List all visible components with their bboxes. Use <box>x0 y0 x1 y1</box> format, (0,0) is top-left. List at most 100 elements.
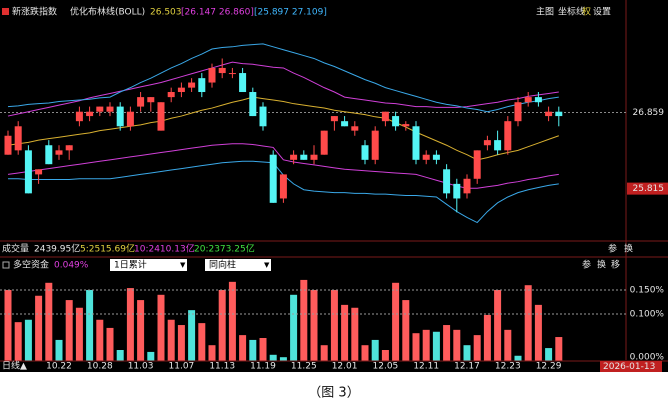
x-axis-row <box>0 361 668 372</box>
candle-body <box>330 116 338 122</box>
bar <box>371 339 379 362</box>
candle-body <box>463 178 471 194</box>
bar <box>24 319 32 362</box>
candle-body <box>14 126 22 151</box>
dropdown[interactable] <box>205 259 271 271</box>
bar <box>126 288 134 362</box>
x-axis: 10.22 10.28 11.03 11.07 11.13 11.19 11.25 12.01… <box>46 362 562 372</box>
move-button[interactable]: 移 <box>611 259 620 271</box>
current-date: 2026-01-13 <box>603 362 655 372</box>
switch-button[interactable]: 换 <box>597 259 606 271</box>
candle-body <box>371 130 379 160</box>
x-tick-label: 12.05 <box>373 362 399 372</box>
index-name: 新涨跌指数 <box>12 6 57 18</box>
plot: 26.859 25.815 0.150% 0.100% 0.000% <box>0 43 668 363</box>
volume-ma5: 5:2515.69亿 <box>80 243 135 255</box>
bar <box>239 335 247 362</box>
bar <box>86 290 94 362</box>
candle-body <box>208 67 216 83</box>
candle-body <box>239 73 247 93</box>
bar <box>422 329 430 362</box>
candle-body <box>473 150 481 179</box>
bar <box>341 304 349 362</box>
candle-body <box>96 106 104 112</box>
volume-total: 2439.95亿 <box>34 243 80 255</box>
bar <box>259 338 267 362</box>
bar <box>116 350 124 362</box>
candle-body <box>55 150 63 155</box>
coord-line-button[interactable]: 坐标线 <box>558 6 585 18</box>
bar <box>443 325 451 362</box>
bar <box>545 348 553 362</box>
bar <box>290 294 298 362</box>
candle-body <box>555 111 563 117</box>
bar <box>137 300 145 362</box>
candle-body <box>269 154 277 203</box>
bar <box>494 290 502 362</box>
candle-body <box>504 121 512 151</box>
bar <box>361 345 369 362</box>
candle-body <box>381 111 389 122</box>
candle-body <box>249 92 257 117</box>
param-button[interactable]: 参 <box>608 243 617 255</box>
x-tick-label: 10.22 <box>46 362 72 372</box>
candle-body <box>177 87 185 93</box>
bar <box>35 295 43 362</box>
bar <box>177 325 185 362</box>
candle-body <box>167 92 175 98</box>
candle-body <box>65 145 73 151</box>
bar <box>504 329 512 362</box>
x-tick-label: 11.25 <box>291 362 317 372</box>
adjust-button[interactable]: 权 <box>582 6 591 18</box>
bar <box>463 345 471 362</box>
dropdown-text: 同向柱 <box>209 259 236 271</box>
tick-box <box>627 182 668 195</box>
period-label: 日线▲ <box>2 360 27 372</box>
candle-body <box>75 111 83 122</box>
y-tick-label: 0.150% <box>630 286 665 296</box>
dropdown[interactable] <box>110 259 187 271</box>
candle-body <box>24 150 32 194</box>
bar <box>453 329 461 362</box>
volume-ma10: 10:2410.13亿 <box>134 243 195 255</box>
candle-body <box>126 111 134 127</box>
param-button[interactable]: 参 <box>582 259 591 271</box>
bar <box>249 339 257 362</box>
candle-body <box>351 126 359 131</box>
band-line <box>7 61 559 117</box>
bar <box>147 351 155 362</box>
x-tick-label: 12.17 <box>454 362 480 372</box>
bar <box>555 337 563 362</box>
bar <box>4 290 12 362</box>
bar <box>167 319 175 362</box>
candle-body <box>147 97 155 103</box>
settings-button[interactable]: 设置 <box>593 7 611 18</box>
main-chart-button[interactable]: 主图 <box>536 6 554 18</box>
bar <box>65 300 73 362</box>
x-tick-label: 12.01 <box>332 362 358 372</box>
bar <box>412 333 420 362</box>
bar <box>534 304 542 362</box>
bar <box>269 354 277 362</box>
candle-body <box>259 106 267 127</box>
candle-body <box>443 169 451 194</box>
candle-body <box>320 130 328 155</box>
candle-body <box>545 111 553 117</box>
bar <box>188 310 196 362</box>
indicator-name: 优化布林线(BOLL) <box>70 6 145 18</box>
candle-body <box>392 116 400 127</box>
dropdown-arrow: ▼ <box>180 261 186 269</box>
x-tick-label: 12.29 <box>536 362 562 372</box>
x-tick-label: 11.13 <box>209 362 235 372</box>
switch-button[interactable]: 换 <box>624 243 633 255</box>
volume-label: 成交量 <box>2 243 29 255</box>
bar <box>330 290 338 362</box>
bar <box>228 281 236 362</box>
candle-body <box>218 67 226 74</box>
band-line <box>7 96 559 161</box>
candle-body <box>361 145 369 160</box>
candle-body <box>86 111 94 117</box>
icon <box>2 8 9 15</box>
panel2-value: 0.049% <box>54 261 89 271</box>
